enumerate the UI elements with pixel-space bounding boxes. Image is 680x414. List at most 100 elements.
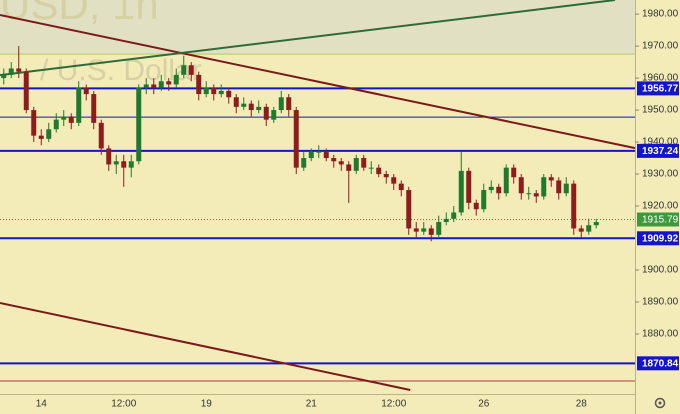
candle-body [263,106,269,120]
y-tick-label: 1940.00 [642,137,679,148]
x-tick-label: 12:00 [111,399,136,410]
candle-body [98,122,104,149]
candle-body [158,81,164,88]
candle-body [368,167,374,169]
price-label-box [637,356,679,371]
y-tick-label: 1930.00 [642,169,679,180]
x-tick-label: 26 [478,399,490,410]
candle-body [106,148,112,165]
candle-body [548,177,554,181]
candle-body [421,228,427,232]
candle-body [23,71,29,111]
candle-body [91,94,97,123]
candle-body [218,90,224,95]
candle-body [181,65,187,75]
candle-body [68,116,74,123]
candle-body [563,183,569,194]
y-tick-label: 1900.00 [642,265,679,276]
price-label: 1909.92 [642,233,679,244]
candle-body [16,68,22,72]
price-label-box [637,143,679,158]
settings-gear[interactable] [654,397,666,409]
candle-body [301,158,307,168]
price-label-box [637,231,679,246]
y-tick-label: 1960.00 [642,73,679,84]
candle-body [233,97,239,107]
y-tick-label: 1890.00 [642,297,679,308]
candle-body [248,103,254,111]
candle-body [196,74,202,95]
y-tick-label: 1950.00 [642,105,679,116]
x-tick-label: 21 [306,399,318,410]
candle-body [398,183,404,191]
candle-body [556,180,562,194]
watermark: USD, 1h [0,0,159,28]
candle-body [143,84,149,88]
candle-body [518,177,524,194]
candle-body [413,228,419,232]
candle-body [308,151,314,159]
candle-body [121,161,127,168]
trend-line [0,0,616,77]
candle-body [61,116,67,120]
candle-body [128,161,134,168]
candle-body [533,193,539,197]
candle-body [31,110,37,136]
plot: USD, 1h/ U.S. Dollar [0,0,636,391]
candle-body [503,167,509,194]
candle-body [286,97,292,111]
candle-body [316,151,322,153]
upper-zone [0,0,635,54]
candle-body [1,74,7,79]
candle-body [436,222,442,235]
candle-body [83,87,89,95]
candle-body [353,158,359,171]
candle-body [593,222,599,226]
y-tick-label: 1980.00 [642,9,679,20]
candle-body [458,170,464,213]
candle-body [451,212,457,219]
candle-body [271,110,277,120]
candle-body [346,164,352,171]
candle-body [428,228,434,235]
candle-body [481,190,487,210]
candle-body [488,186,494,191]
candle-body [8,68,14,75]
candle-body [391,177,397,184]
candle-body [166,81,172,85]
candle-body [443,218,449,223]
candle-body [586,225,592,232]
trend-line [0,302,411,391]
x-tick-label: 19 [201,399,213,410]
candle-body [526,193,532,195]
candle-body [211,87,217,95]
candle-body [188,65,194,75]
price-label-box [637,81,679,96]
candle-body [331,158,337,162]
x-tick-label: 12:00 [381,399,406,410]
candle-body [46,129,52,139]
candle-body [38,135,44,139]
price-label: 1956.77 [642,84,679,95]
candle-body [256,106,262,111]
settings-icon[interactable] [654,397,666,409]
y-tick-label: 1920.00 [642,201,679,212]
candle-body [338,161,344,165]
candle-body [203,87,209,95]
candle-body [113,161,119,165]
candle-body [151,84,157,88]
candle-body [541,177,547,197]
candle-body [473,202,479,210]
candle-body [323,151,329,159]
candle-body [376,167,382,175]
candle-body [278,97,284,111]
candle-body [361,158,367,168]
settings-gear-center[interactable] [658,401,662,405]
current-price-box [637,212,679,227]
price-label: 1870.84 [642,358,679,369]
candle-body [53,119,59,130]
candle-body [511,167,517,178]
candle-body [578,228,584,232]
